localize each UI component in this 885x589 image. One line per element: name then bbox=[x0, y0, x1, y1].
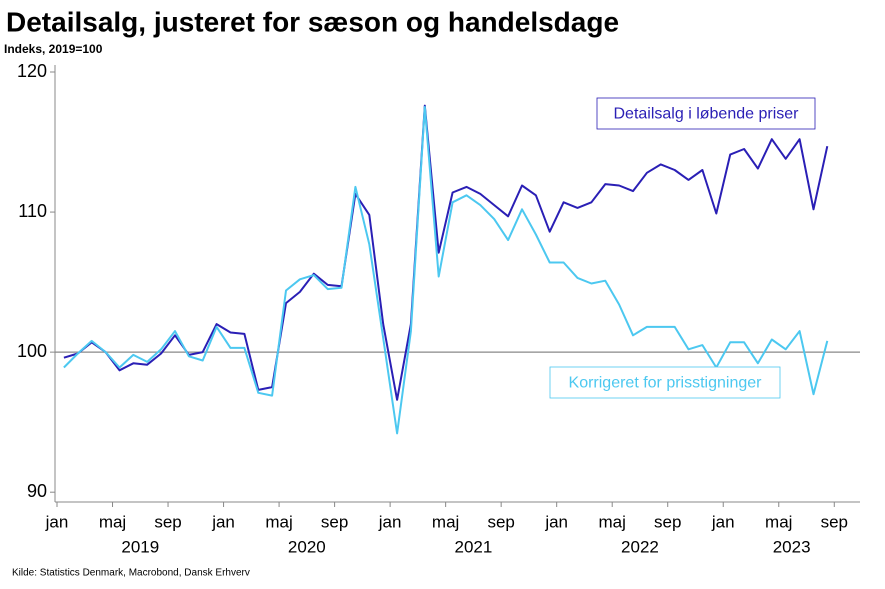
y-tick-label: 120 bbox=[17, 61, 47, 81]
y-tick-label: 110 bbox=[18, 201, 47, 221]
x-tick-label: sep bbox=[654, 512, 681, 531]
year-label: 2021 bbox=[454, 537, 492, 556]
legend-box bbox=[549, 366, 781, 399]
chart-title: Detailsalg, justeret for sæson og handel… bbox=[6, 6, 619, 37]
legend-box bbox=[596, 97, 816, 130]
x-tick-label: jan bbox=[378, 512, 402, 531]
chart-subtitle: Indeks, 2019=100 bbox=[4, 42, 103, 56]
legend-label: Korrigeret for prisstigninger bbox=[569, 375, 763, 392]
legend-label: Detailsalg i løbende priser bbox=[614, 106, 800, 123]
y-tick-label: 90 bbox=[27, 481, 47, 501]
x-tick-label: maj bbox=[765, 512, 792, 531]
y-tick-label: 100 bbox=[17, 341, 47, 361]
year-label: 2023 bbox=[773, 537, 811, 556]
series-line bbox=[63, 106, 829, 435]
source-note: Kilde: Statistics Denmark, Macrobond, Da… bbox=[12, 568, 250, 579]
x-tick-label: sep bbox=[487, 512, 514, 531]
x-tick-label: maj bbox=[432, 512, 459, 531]
series-line bbox=[63, 104, 829, 401]
year-label: 2022 bbox=[621, 537, 659, 556]
year-label: 2019 bbox=[121, 537, 159, 556]
x-tick-label: sep bbox=[154, 512, 181, 531]
year-label: 2020 bbox=[288, 537, 326, 556]
x-tick-label: maj bbox=[265, 512, 292, 531]
x-tick-label: sep bbox=[321, 512, 348, 531]
x-tick-label: maj bbox=[99, 512, 126, 531]
x-tick-label: maj bbox=[598, 512, 625, 531]
x-tick-label: jan bbox=[211, 512, 235, 531]
x-tick-label: jan bbox=[544, 512, 568, 531]
x-tick-label: jan bbox=[45, 512, 69, 531]
x-tick-label: sep bbox=[821, 512, 848, 531]
x-tick-label: jan bbox=[711, 512, 735, 531]
